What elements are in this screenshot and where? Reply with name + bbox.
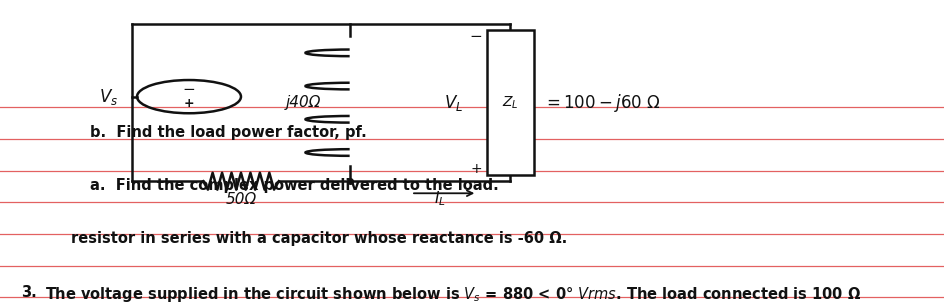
Text: j40Ω: j40Ω: [286, 95, 321, 110]
Text: b.  Find the load power factor, pf.: b. Find the load power factor, pf.: [90, 125, 366, 140]
Text: resistor in series with a capacitor whose reactance is -60 Ω.: resistor in series with a capacitor whos…: [71, 231, 566, 246]
Text: +: +: [470, 162, 481, 176]
Text: −: −: [182, 82, 195, 97]
Text: 50Ω: 50Ω: [226, 192, 256, 207]
Text: +: +: [183, 97, 194, 110]
Text: −: −: [469, 29, 481, 44]
Text: $Z_L$: $Z_L$: [501, 95, 518, 111]
Text: The voltage supplied in the circuit shown below is $V_s$ = 880 < 0° $Vrms$. The : The voltage supplied in the circuit show…: [45, 285, 861, 302]
Text: $= 100-j60\ \Omega$: $= 100-j60\ \Omega$: [543, 92, 661, 114]
Text: a.  Find the complex power delivered to the load.: a. Find the complex power delivered to t…: [90, 178, 498, 193]
Bar: [486, 30, 533, 175]
Text: 3.: 3.: [21, 285, 37, 300]
Text: $V_L$: $V_L$: [444, 93, 463, 113]
Text: $I_L$: $I_L$: [433, 190, 445, 208]
Text: $V_s$: $V_s$: [99, 87, 118, 107]
